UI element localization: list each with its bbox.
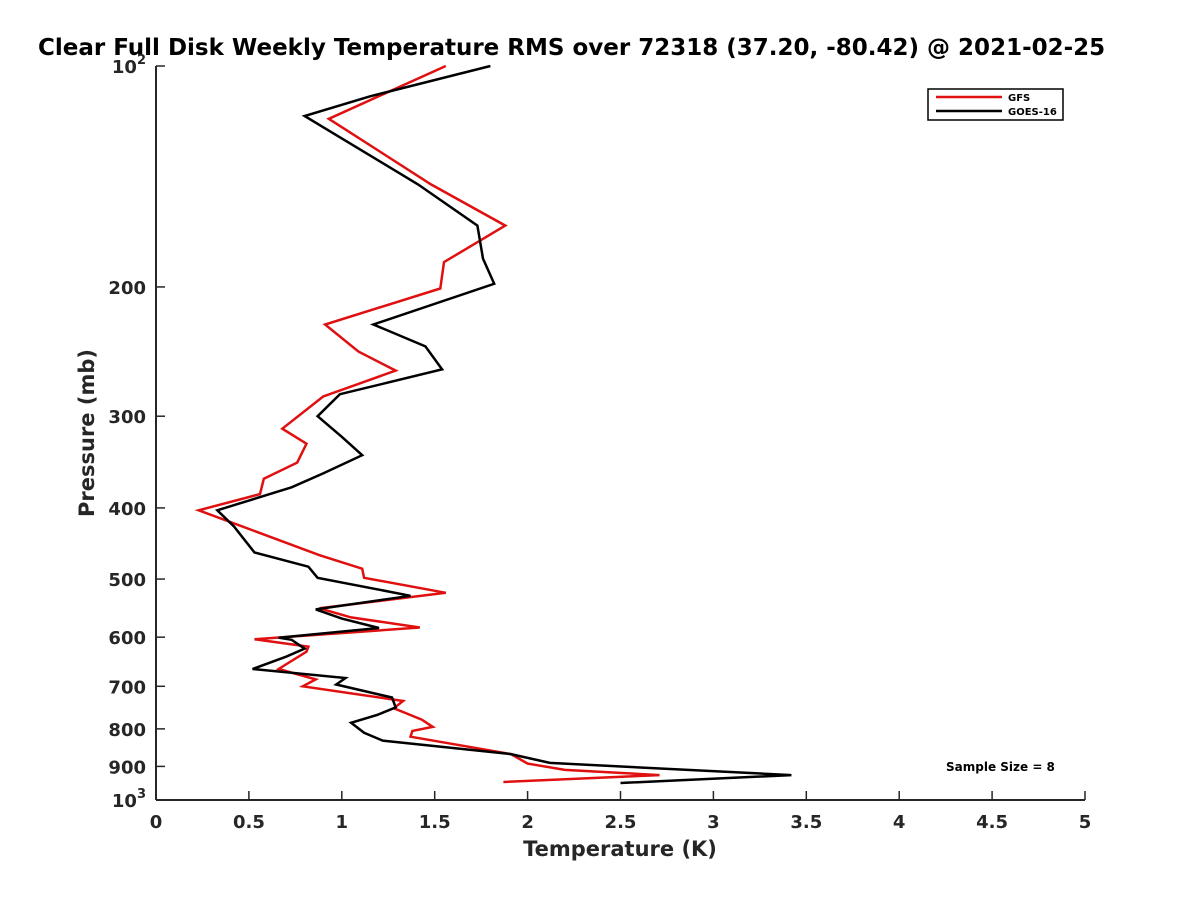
x-tick-label: 3.5 <box>790 812 822 833</box>
x-tick-label: 0 <box>150 812 163 833</box>
y-tick-label: 102 <box>112 53 146 78</box>
x-axis-label: Temperature (K) <box>523 837 717 861</box>
x-tick-label: 2.5 <box>605 812 637 833</box>
x-axis-ticks: 0 0.5 1 1.5 2 2.5 3 3.5 4 4.5 5 <box>150 791 1092 833</box>
y-tick-label: 900 <box>108 757 146 778</box>
x-tick-label: 0.5 <box>233 812 265 833</box>
y-tick-label: 800 <box>108 720 146 741</box>
series-lines <box>194 64 792 785</box>
y-axis-label: Pressure (mb) <box>75 349 99 517</box>
legend-box <box>927 88 1064 121</box>
series-line-goes-16 <box>214 64 792 785</box>
sample-size-annotation: Sample Size = 8 <box>946 760 1055 774</box>
x-tick-label: 3 <box>707 812 720 833</box>
legend: GFS GOES-16 <box>927 88 1064 121</box>
plot-area: 102 200 300 400 500 600 700 800 900 103 0 0.5 1 1.5 2… <box>108 53 1091 833</box>
y-tick-label: 300 <box>108 407 146 428</box>
y-tick-label: 600 <box>108 628 146 649</box>
series-line-gfs <box>194 64 660 784</box>
x-tick-label: 4.5 <box>976 812 1008 833</box>
chart-title: Clear Full Disk Weekly Temperature RMS o… <box>38 35 1105 61</box>
legend-label-gfs: GFS <box>1008 93 1030 104</box>
x-tick-label: 1.5 <box>419 812 451 833</box>
y-tick-label: 200 <box>108 278 146 299</box>
y-tick-label: 700 <box>108 677 146 698</box>
x-tick-label: 2 <box>521 812 534 833</box>
y-tick-label: 103 <box>112 787 146 812</box>
legend-label-goes-16: GOES-16 <box>1008 107 1057 118</box>
x-tick-label: 5 <box>1079 812 1092 833</box>
y-axis-ticks: 102 200 300 400 500 600 700 800 900 103 <box>108 53 165 812</box>
x-tick-label: 1 <box>336 812 349 833</box>
x-tick-label: 4 <box>893 812 906 833</box>
y-tick-label: 400 <box>108 499 146 520</box>
y-tick-label: 500 <box>108 570 146 591</box>
